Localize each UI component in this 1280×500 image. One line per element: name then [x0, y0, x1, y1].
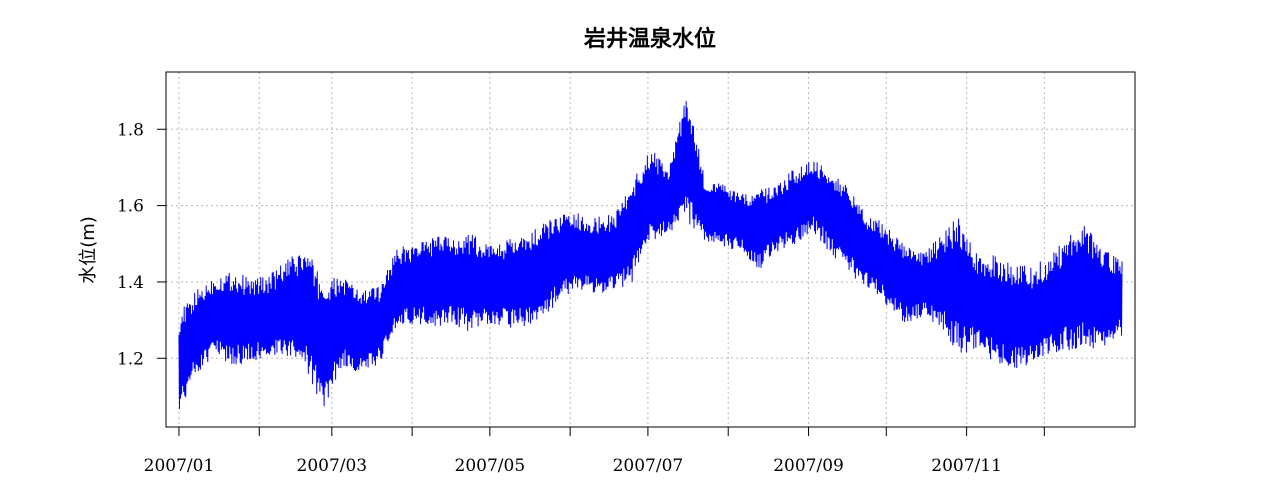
x-tick-label: 2007/05	[455, 456, 526, 476]
x-tick-label: 2007/07	[613, 456, 684, 476]
x-axis: 2007/01 2007/03 2007/05 2007/07 2007/09 2007/…	[144, 427, 1045, 476]
x-tick-label: 2007/01	[144, 456, 215, 476]
y-tick-label: 1.6	[117, 197, 144, 217]
plot-frame	[165, 71, 1136, 428]
y-axis-label: 水位(m)	[78, 216, 99, 284]
y-axis: 1.2 1.4 1.6 1.8	[117, 120, 166, 369]
x-tick-label: 2007/09	[773, 456, 844, 476]
series-line	[178, 101, 1123, 409]
x-tick-label: 2007/03	[297, 456, 368, 476]
y-tick-label: 1.4	[117, 273, 144, 293]
x-tick-label: 2007/11	[931, 456, 1002, 476]
series-water-level	[178, 101, 1123, 409]
y-tick-label: 1.8	[117, 120, 144, 140]
chart-title: 岩井温泉水位	[583, 26, 716, 52]
y-tick-label: 1.2	[117, 349, 144, 369]
grid-lines	[166, 72, 1135, 427]
